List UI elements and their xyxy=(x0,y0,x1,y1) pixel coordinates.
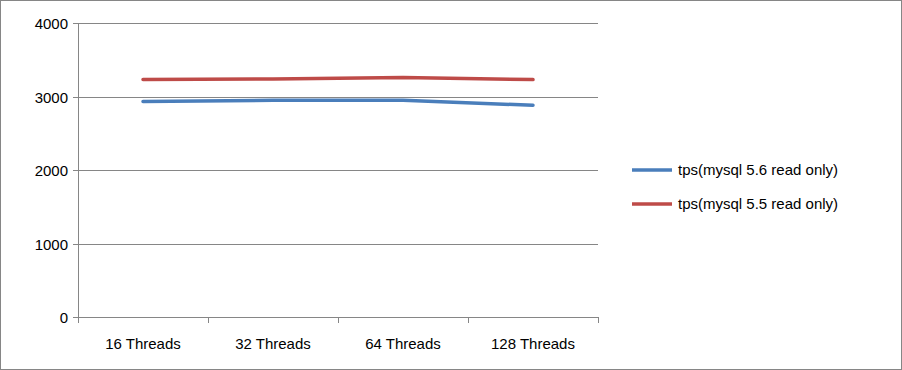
x-tick xyxy=(598,317,599,323)
series-line xyxy=(143,100,533,105)
y-tick-label: 2000 xyxy=(35,162,68,179)
grid-line xyxy=(78,170,598,171)
y-tick-label: 4000 xyxy=(35,15,68,32)
grid-line xyxy=(78,244,598,245)
legend-swatch xyxy=(632,202,672,206)
legend-label: tps(mysql 5.5 read only) xyxy=(678,195,838,212)
x-tick xyxy=(468,317,469,323)
chart-container: 0 1000 2000 3000 4000 16 Threads 32 Threads 64 … xyxy=(0,0,902,370)
y-tick xyxy=(73,317,78,318)
x-tick-label: 16 Threads xyxy=(105,335,181,352)
plot-area xyxy=(143,77,533,105)
y-tick-label: 1000 xyxy=(35,236,68,253)
y-tick-label: 3000 xyxy=(35,89,68,106)
x-tick xyxy=(208,317,209,323)
y-tick xyxy=(73,23,78,24)
grid-line xyxy=(78,23,598,24)
x-tick-label: 64 Threads xyxy=(365,335,441,352)
y-tick-label: 0 xyxy=(60,309,68,326)
legend-swatch xyxy=(632,168,672,172)
y-tick xyxy=(73,170,78,171)
x-tick xyxy=(338,317,339,323)
grid-line xyxy=(78,97,598,98)
y-axis xyxy=(78,23,79,317)
y-tick xyxy=(73,97,78,98)
x-tick-label: 32 Threads xyxy=(235,335,311,352)
chart-svg: 0 1000 2000 3000 4000 16 Threads 32 Threads 64 … xyxy=(0,0,902,370)
legend-label: tps(mysql 5.6 read only) xyxy=(678,161,838,178)
series-line xyxy=(143,77,533,79)
x-tick-label: 128 Threads xyxy=(491,335,575,352)
chart-border xyxy=(1,1,902,370)
y-tick xyxy=(73,244,78,245)
x-tick xyxy=(78,317,79,323)
